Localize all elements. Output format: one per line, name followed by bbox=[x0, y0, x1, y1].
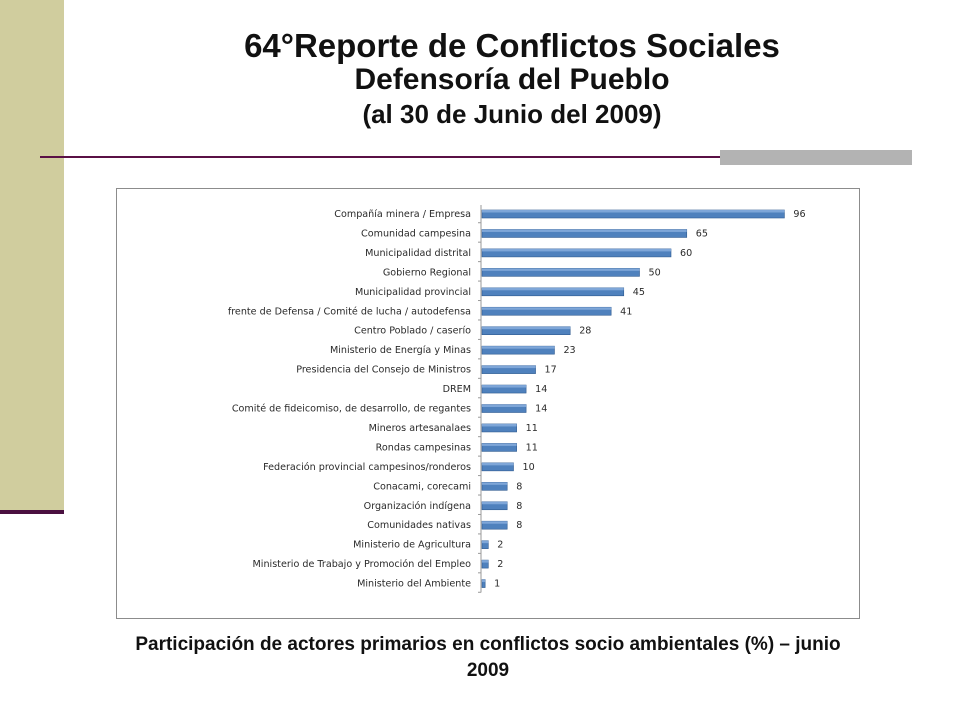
bar-highlight bbox=[482, 385, 527, 388]
chart-frame: Compañía minera / Empresa 96 Comunidad cam… bbox=[116, 188, 860, 619]
category-label: Comunidad campesina bbox=[361, 228, 471, 239]
value-label: 23 bbox=[563, 345, 575, 356]
title-line-3: (al 30 de Junio del 2009) bbox=[362, 99, 662, 130]
value-label: 41 bbox=[620, 306, 632, 317]
bar-highlight bbox=[482, 443, 517, 446]
value-label: 1 bbox=[494, 579, 500, 590]
value-label: 11 bbox=[526, 442, 538, 453]
bar-highlight bbox=[482, 482, 508, 485]
value-label: 11 bbox=[526, 423, 538, 434]
category-label: Conacami, corecami bbox=[373, 481, 471, 492]
category-label: Ministerio de Trabajo y Promoción del Em… bbox=[253, 558, 472, 570]
title-rule-accent bbox=[720, 150, 912, 165]
bar-highlight bbox=[482, 560, 489, 563]
bar bbox=[481, 287, 625, 297]
bar-highlight bbox=[482, 540, 489, 544]
category-label: Compañía minera / Empresa bbox=[334, 208, 471, 220]
bar bbox=[481, 248, 672, 258]
bar-highlight bbox=[482, 579, 486, 583]
title-line-1: 64°Reporte de Conflictos Sociales bbox=[244, 27, 780, 64]
bar-highlight bbox=[482, 268, 640, 271]
category-label: Ministerio de Energía y Minas bbox=[330, 344, 471, 356]
value-label: 8 bbox=[516, 520, 522, 531]
category-label: frente de Defensa / Comité de lucha / au… bbox=[228, 305, 471, 317]
bar bbox=[481, 229, 688, 238]
slide-title: 64°Reporte de Conflictos Sociales Defens… bbox=[64, 28, 960, 128]
category-label: Comité de fideicomiso, de desarrollo, de… bbox=[232, 403, 471, 415]
category-label: Mineros artesanalaes bbox=[369, 423, 471, 434]
value-label: 8 bbox=[516, 481, 522, 492]
bar-highlight bbox=[482, 423, 517, 427]
value-label: 65 bbox=[696, 228, 708, 239]
value-label: 60 bbox=[680, 248, 692, 259]
category-label: Organización indígena bbox=[364, 500, 471, 512]
value-label: 8 bbox=[516, 501, 522, 512]
title-rule bbox=[40, 156, 912, 158]
value-label: 10 bbox=[523, 462, 535, 473]
value-label: 45 bbox=[633, 287, 645, 298]
bar-highlight bbox=[482, 404, 527, 407]
side-band bbox=[0, 0, 64, 510]
bar-highlight bbox=[482, 521, 508, 524]
bar-highlight bbox=[482, 326, 571, 330]
value-label: 14 bbox=[535, 404, 547, 415]
value-label: 2 bbox=[497, 540, 503, 551]
bar-highlight bbox=[482, 287, 624, 291]
bar-highlight bbox=[482, 346, 555, 349]
bar-highlight bbox=[482, 248, 671, 252]
bar-highlight bbox=[482, 462, 514, 466]
bar bbox=[481, 384, 527, 394]
bar-chart: Compañía minera / Empresa 96 Comunidad cam… bbox=[228, 205, 806, 593]
value-label: 28 bbox=[579, 326, 591, 337]
category-label: Comunidades nativas bbox=[367, 520, 471, 531]
bar bbox=[481, 559, 489, 569]
category-label: Federación provincial campesinos/rondero… bbox=[263, 461, 471, 473]
value-label: 2 bbox=[497, 559, 503, 570]
category-label: Ministerio del Ambiente bbox=[357, 579, 471, 590]
value-label: 14 bbox=[535, 384, 547, 395]
value-label: 96 bbox=[793, 209, 805, 220]
category-label: Gobierno Regional bbox=[383, 267, 471, 278]
value-label: 17 bbox=[545, 365, 557, 376]
bar-highlight bbox=[482, 501, 508, 505]
side-band-underline bbox=[0, 510, 64, 514]
bar-highlight bbox=[482, 229, 687, 232]
bar-highlight bbox=[482, 365, 536, 369]
category-label: Ministerio de Agricultura bbox=[353, 540, 471, 551]
category-label: Municipalidad distrital bbox=[365, 248, 471, 259]
bar-highlight bbox=[482, 307, 612, 310]
category-label: Centro Poblado / caserío bbox=[354, 325, 471, 337]
title-line-2: Defensoría del Pueblo bbox=[354, 62, 670, 96]
category-label: DREM bbox=[443, 384, 471, 395]
chart-caption: Participación de actores primarios en co… bbox=[135, 634, 841, 681]
category-label: Municipalidad provincial bbox=[355, 287, 471, 298]
bar-highlight bbox=[482, 210, 785, 213]
value-label: 50 bbox=[649, 267, 661, 278]
category-label: Rondas campesinas bbox=[376, 442, 471, 453]
category-label: Presidencia del Consejo de Ministros bbox=[296, 365, 471, 376]
